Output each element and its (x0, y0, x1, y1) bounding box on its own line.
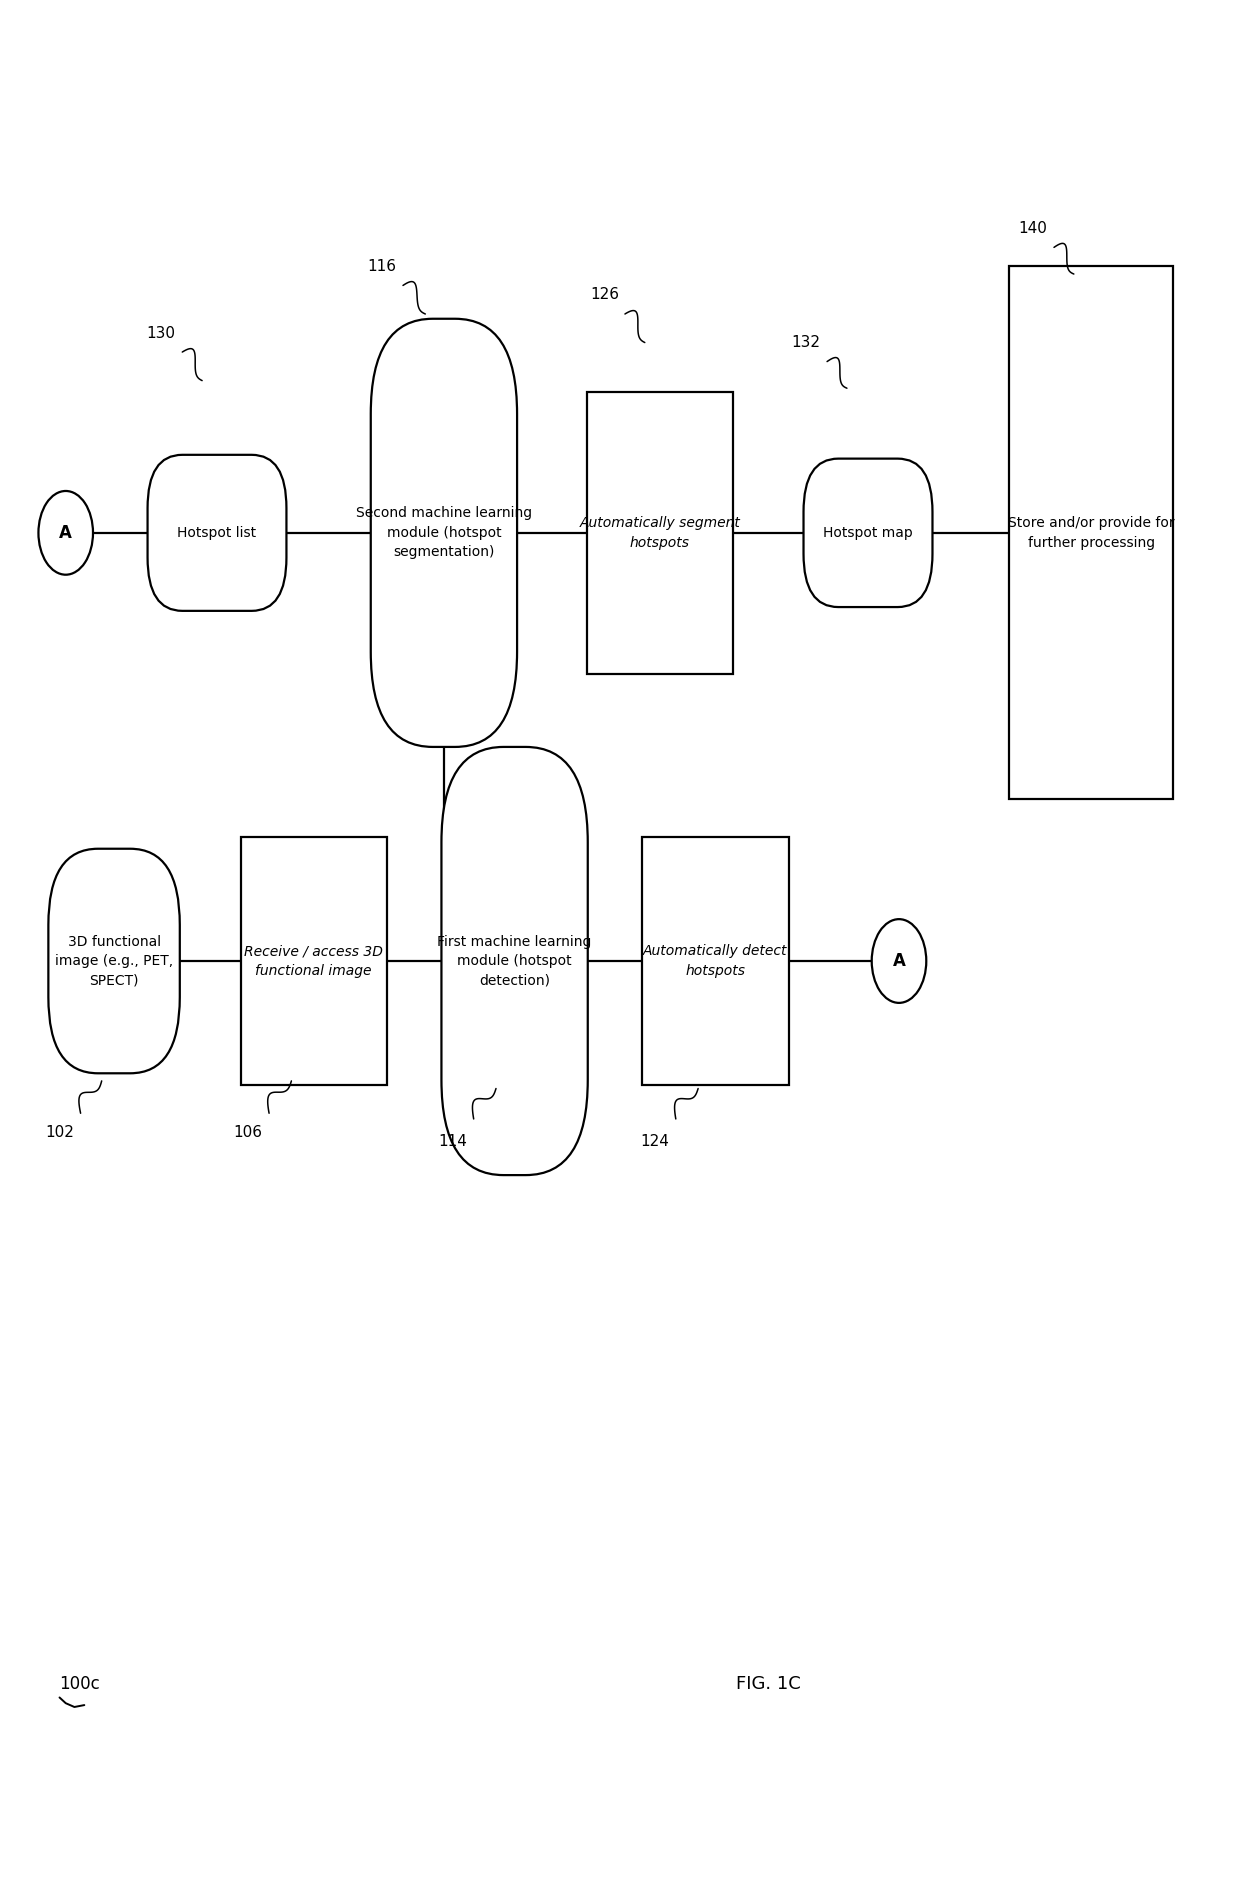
Text: Automatically segment
hotspots: Automatically segment hotspots (579, 516, 740, 550)
FancyBboxPatch shape (1009, 266, 1173, 799)
Text: 3D functional
image (e.g., PET,
SPECT): 3D functional image (e.g., PET, SPECT) (55, 934, 174, 988)
Text: A: A (60, 523, 72, 542)
Text: Second machine learning
module (hotspot
segmentation): Second machine learning module (hotspot … (356, 506, 532, 559)
Text: Hotspot list: Hotspot list (177, 525, 257, 540)
Text: 124: 124 (640, 1134, 670, 1149)
Text: Hotspot map: Hotspot map (823, 525, 913, 540)
Text: 126: 126 (590, 287, 620, 303)
FancyBboxPatch shape (587, 392, 733, 674)
FancyBboxPatch shape (371, 320, 517, 748)
Text: A: A (893, 952, 905, 971)
Text: Automatically detect
hotspots: Automatically detect hotspots (644, 944, 787, 978)
FancyBboxPatch shape (241, 837, 387, 1085)
Text: 114: 114 (438, 1134, 467, 1149)
FancyBboxPatch shape (642, 837, 789, 1085)
FancyBboxPatch shape (804, 459, 932, 607)
Text: 100c: 100c (60, 1675, 100, 1694)
Circle shape (872, 919, 926, 1003)
Text: First machine learning
module (hotspot
detection): First machine learning module (hotspot d… (438, 934, 591, 988)
Text: Receive / access 3D
functional image: Receive / access 3D functional image (244, 944, 383, 978)
Text: Store and/or provide for
further processing: Store and/or provide for further process… (1008, 516, 1174, 550)
Text: 116: 116 (367, 259, 397, 274)
Circle shape (38, 491, 93, 575)
Text: 106: 106 (233, 1125, 263, 1140)
FancyBboxPatch shape (441, 748, 588, 1174)
Text: 130: 130 (146, 325, 176, 341)
Text: 132: 132 (791, 335, 821, 350)
Text: 102: 102 (45, 1125, 74, 1140)
Text: 140: 140 (1018, 221, 1048, 236)
FancyBboxPatch shape (48, 849, 180, 1073)
Text: FIG. 1C: FIG. 1C (737, 1675, 801, 1694)
FancyBboxPatch shape (148, 455, 286, 611)
